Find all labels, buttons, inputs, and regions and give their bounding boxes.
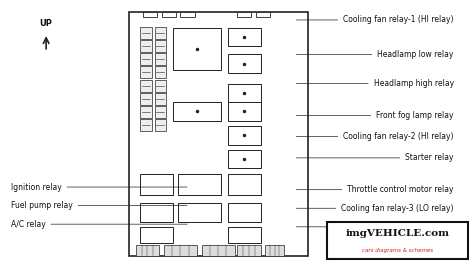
Bar (140, 174, 173, 195)
Bar (228, 174, 261, 195)
Bar (237, 12, 251, 17)
Bar (228, 126, 261, 145)
Bar (136, 245, 159, 256)
Bar (228, 54, 261, 73)
Bar (155, 80, 166, 92)
Bar (140, 66, 152, 78)
Bar (155, 120, 166, 131)
Bar (155, 66, 166, 78)
Text: A/C relay: A/C relay (11, 220, 187, 229)
Bar (327, 222, 468, 259)
Bar (201, 245, 235, 256)
Bar (164, 245, 197, 256)
Text: Headlamp low relay: Headlamp low relay (296, 50, 454, 59)
Text: UP: UP (40, 19, 53, 28)
Text: cars diagrams & schemes: cars diagrams & schemes (362, 248, 433, 253)
Text: Cooling fan relay-2 (HI relay): Cooling fan relay-2 (HI relay) (296, 132, 454, 141)
Bar (228, 150, 261, 169)
Text: Fuel pump relay: Fuel pump relay (11, 201, 187, 210)
Bar (265, 245, 284, 256)
Bar (178, 203, 220, 222)
Bar (181, 12, 195, 17)
Bar (143, 12, 157, 17)
Text: Cooling fan relay-1 (HI relay): Cooling fan relay-1 (HI relay) (296, 16, 454, 24)
Bar (228, 84, 261, 102)
Bar (228, 102, 261, 121)
Text: Throttle control motor relay: Throttle control motor relay (296, 185, 454, 194)
Bar (228, 227, 261, 243)
Bar (140, 27, 152, 39)
Text: Headlamp high relay: Headlamp high relay (296, 79, 454, 88)
Bar (155, 27, 166, 39)
Text: Front fog lamp relay: Front fog lamp relay (296, 111, 454, 120)
Bar (155, 53, 166, 65)
Bar (140, 40, 152, 52)
Bar (155, 93, 166, 105)
Text: Ignition relay: Ignition relay (11, 183, 187, 192)
Bar (228, 203, 261, 222)
Bar (237, 245, 261, 256)
Bar (140, 80, 152, 92)
Bar (173, 28, 220, 70)
Bar (173, 102, 220, 121)
Bar (128, 12, 308, 256)
Text: Cooling fan relay-3 (LO relay): Cooling fan relay-3 (LO relay) (296, 204, 454, 213)
Bar (228, 28, 261, 46)
Text: imgVEHICLE.com: imgVEHICLE.com (345, 229, 449, 238)
Bar (140, 53, 152, 65)
Text: Starter relay: Starter relay (296, 153, 454, 162)
Bar (155, 40, 166, 52)
Bar (140, 227, 173, 243)
Bar (256, 12, 270, 17)
Bar (162, 12, 176, 17)
Bar (140, 106, 152, 118)
Text: ECM relay: ECM relay (296, 222, 454, 231)
Bar (140, 120, 152, 131)
Bar (178, 174, 220, 195)
Bar (140, 93, 152, 105)
Bar (155, 106, 166, 118)
Bar (140, 203, 173, 222)
